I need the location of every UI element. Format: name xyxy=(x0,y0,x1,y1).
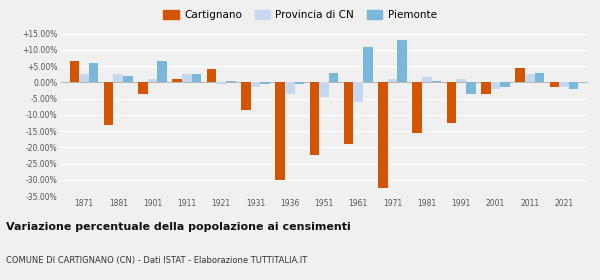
Bar xyxy=(559,82,569,87)
Bar xyxy=(226,81,236,82)
Bar xyxy=(515,68,525,82)
Bar xyxy=(310,82,319,155)
Bar xyxy=(457,79,466,82)
Bar xyxy=(388,79,397,82)
Bar xyxy=(70,61,79,82)
Bar xyxy=(500,82,510,87)
Bar xyxy=(138,82,148,94)
Bar xyxy=(251,82,260,87)
Legend: Cartignano, Provincia di CN, Piemonte: Cartignano, Provincia di CN, Piemonte xyxy=(161,8,439,22)
Bar xyxy=(481,82,491,94)
Bar xyxy=(182,74,191,82)
Bar xyxy=(329,73,338,82)
Bar xyxy=(113,74,123,82)
Bar xyxy=(344,82,353,144)
Bar xyxy=(412,82,422,133)
Bar xyxy=(363,46,373,82)
Bar xyxy=(295,82,304,84)
Bar xyxy=(319,82,329,97)
Bar xyxy=(397,40,407,82)
Bar xyxy=(275,82,285,180)
Bar xyxy=(569,82,578,89)
Bar xyxy=(285,82,295,94)
Bar xyxy=(550,82,559,87)
Bar xyxy=(207,69,217,82)
Bar xyxy=(157,61,167,82)
Bar xyxy=(241,82,251,110)
Bar xyxy=(89,63,98,82)
Text: Variazione percentuale della popolazione ai censimenti: Variazione percentuale della popolazione… xyxy=(6,221,351,232)
Bar xyxy=(217,82,226,84)
Bar xyxy=(378,82,388,188)
Bar xyxy=(191,74,201,82)
Bar xyxy=(535,73,544,82)
Bar xyxy=(123,76,133,82)
Text: COMUNE DI CARTIGNANO (CN) - Dati ISTAT - Elaborazione TUTTITALIA.IT: COMUNE DI CARTIGNANO (CN) - Dati ISTAT -… xyxy=(6,256,307,265)
Bar xyxy=(447,82,457,123)
Bar xyxy=(422,78,431,82)
Bar xyxy=(353,82,363,102)
Bar xyxy=(79,74,89,82)
Bar xyxy=(172,79,182,82)
Bar xyxy=(104,82,113,125)
Bar xyxy=(431,81,441,82)
Bar xyxy=(260,82,270,84)
Bar xyxy=(491,82,500,89)
Bar xyxy=(466,82,476,94)
Bar xyxy=(525,74,535,82)
Bar xyxy=(148,79,157,82)
